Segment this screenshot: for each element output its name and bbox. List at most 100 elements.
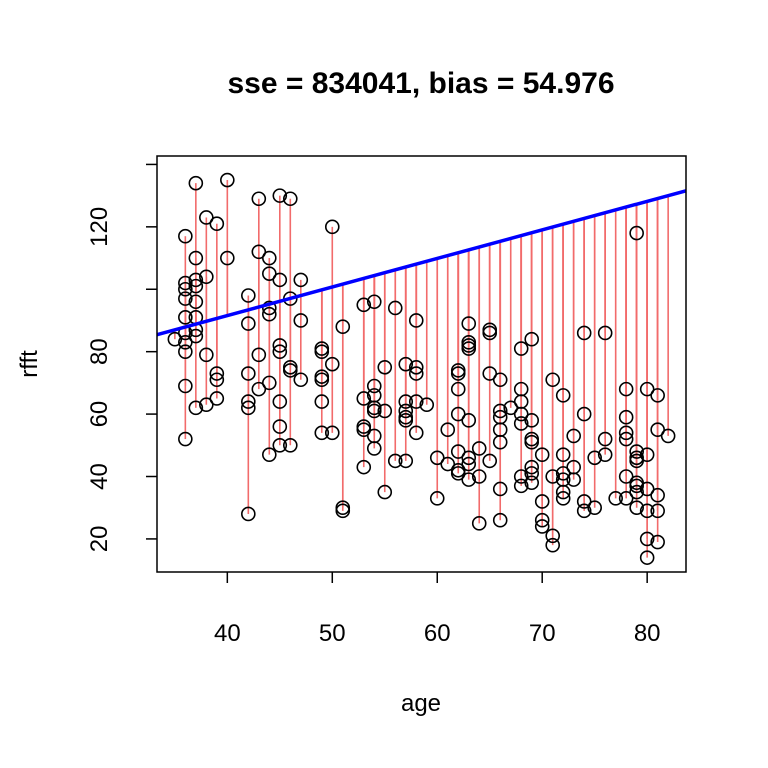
- plot-frame: [156, 155, 687, 573]
- data-point: [398, 413, 414, 428]
- data-point: [262, 266, 277, 281]
- data-point: [272, 338, 288, 353]
- data-point: [241, 394, 256, 409]
- data-point: [639, 447, 655, 462]
- data-point: [282, 191, 298, 207]
- data-point: [545, 469, 561, 484]
- data-point: [188, 250, 204, 266]
- data-point: [178, 310, 193, 325]
- data-point: [587, 450, 602, 466]
- data-point: [461, 456, 477, 472]
- data-point: [597, 431, 613, 447]
- data-point: [639, 481, 655, 497]
- data-point: [618, 425, 634, 441]
- data-point: [503, 400, 519, 416]
- data-point: [524, 466, 540, 481]
- data-point: [545, 537, 561, 553]
- data-point: [492, 372, 508, 388]
- data-point: [188, 294, 204, 310]
- data-point: [314, 344, 330, 359]
- data-point: [178, 291, 193, 306]
- y-axis: 20 40 60 80 120: [86, 163, 157, 552]
- data-point: [660, 428, 676, 444]
- data-point: [377, 359, 393, 375]
- data-point: [272, 394, 288, 409]
- data-point: [629, 484, 644, 500]
- data-point: [524, 331, 540, 347]
- data-point: [293, 372, 309, 388]
- data-point: [314, 394, 330, 409]
- data-point: [461, 472, 477, 487]
- data-point: [650, 503, 665, 519]
- data-point: [241, 506, 256, 522]
- data-point: [241, 366, 256, 381]
- data-point: [534, 512, 550, 528]
- data-point: [188, 400, 204, 416]
- y-tick-label: 80: [86, 338, 113, 365]
- data-point: [366, 378, 382, 394]
- data-point: [220, 250, 235, 266]
- data-point: [639, 503, 655, 519]
- data-point: [482, 325, 498, 341]
- data-point: [188, 272, 204, 288]
- data-point: [220, 172, 235, 188]
- data-point: [513, 341, 529, 356]
- data-point: [377, 403, 393, 419]
- data-point: [639, 531, 655, 547]
- data-point: [576, 503, 592, 519]
- data-point: [199, 397, 214, 413]
- data-point: [356, 391, 372, 406]
- data-point: [450, 366, 466, 381]
- data-point: [471, 441, 487, 456]
- data-point: [450, 466, 466, 481]
- data-point: [178, 275, 193, 291]
- data-point: [419, 397, 435, 413]
- data-point: [555, 491, 571, 506]
- data-point: [524, 434, 540, 450]
- data-point: [618, 491, 634, 506]
- data-point: [178, 335, 193, 350]
- data-point: [513, 478, 529, 494]
- data-point: [618, 381, 634, 397]
- data-point: [587, 500, 602, 516]
- data-point: [366, 294, 382, 310]
- data-point: [513, 416, 529, 431]
- y-axis-label: rfft: [16, 350, 43, 378]
- data-point: [262, 250, 277, 266]
- data-point: [555, 447, 571, 462]
- data-point: [440, 456, 456, 472]
- data-point: [324, 219, 340, 235]
- x-tick-label: 70: [529, 620, 556, 647]
- data-point: [272, 419, 288, 434]
- data-point: [534, 447, 550, 462]
- data-point: [356, 459, 372, 475]
- data-point: [482, 366, 498, 381]
- data-point: [545, 528, 561, 544]
- data-point: [555, 388, 571, 403]
- data-point: [618, 469, 634, 484]
- data-point: [650, 388, 665, 403]
- data-point: [629, 444, 644, 459]
- data-point: [314, 372, 330, 388]
- data-point: [209, 372, 225, 388]
- data-point: [282, 363, 298, 378]
- data-point: [440, 422, 456, 437]
- data-point: [293, 313, 309, 328]
- data-point: [272, 272, 288, 288]
- data-point: [282, 437, 298, 453]
- data-point: [272, 344, 288, 359]
- data-point: [629, 453, 644, 469]
- data-point: [513, 469, 529, 484]
- data-point: [461, 450, 477, 466]
- data-point: [209, 216, 225, 232]
- data-point: [167, 331, 183, 347]
- data-point: [241, 288, 256, 303]
- data-point: [555, 484, 571, 500]
- data-point: [639, 381, 655, 397]
- data-point: [566, 428, 581, 444]
- data-point: [199, 347, 214, 363]
- data-point: [188, 175, 204, 191]
- data-point: [461, 316, 477, 331]
- data-point: [366, 403, 382, 419]
